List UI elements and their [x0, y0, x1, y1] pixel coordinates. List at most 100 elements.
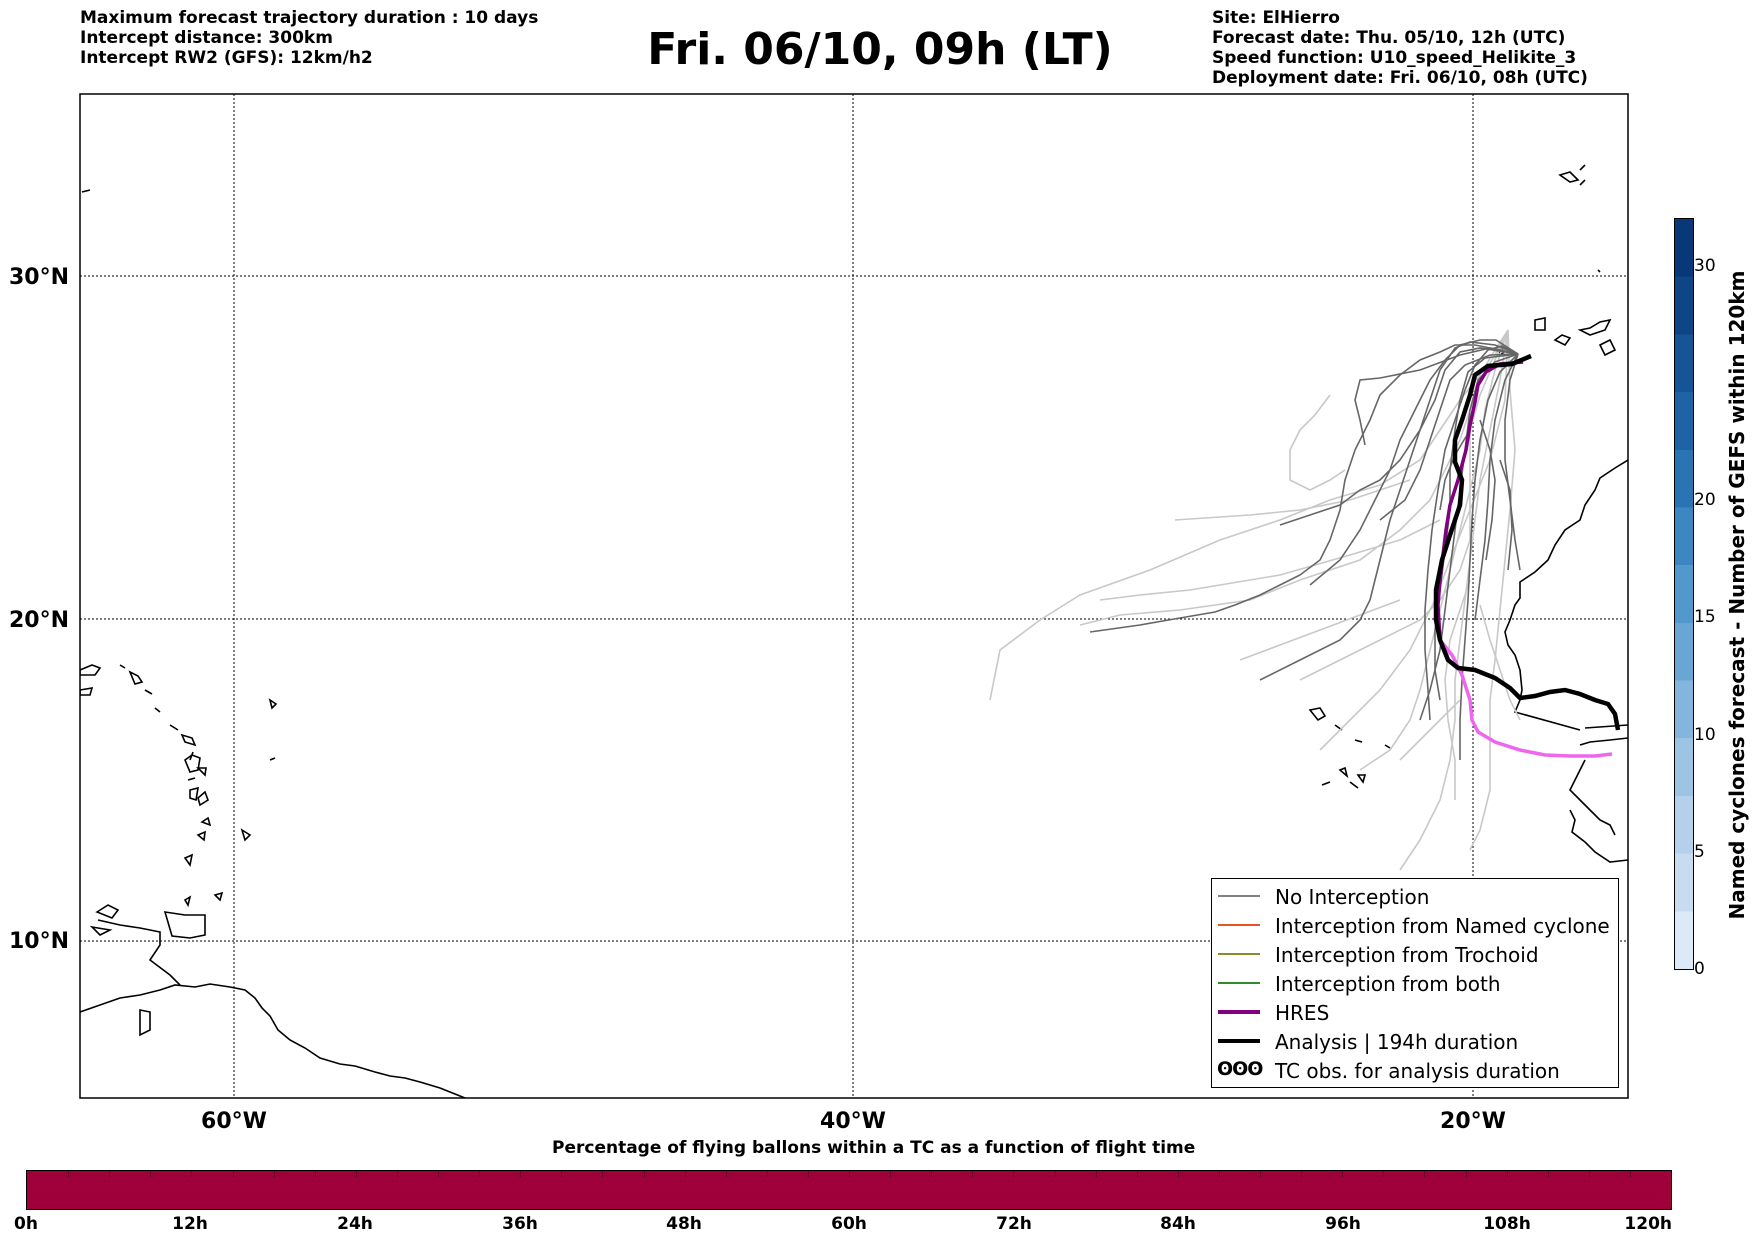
forecast-date-text: Forecast date: Thu. 05/10, 12h (UTC) [1212, 28, 1566, 48]
legend-swatch [1218, 1010, 1260, 1014]
flight-time-segment-tick [150, 1171, 152, 1177]
lat-label-10n: 10°N [9, 929, 69, 954]
flight-time-segment-tick [1054, 1171, 1056, 1177]
run-settings: Maximum forecast trajectory duration : 1… [80, 8, 538, 68]
flight-time-segment-tick [890, 1171, 892, 1177]
flight-time-tick: 108h [1483, 1214, 1531, 1234]
legend-item-named-cyclone: Interception from Named cyclone [1212, 911, 1618, 940]
flight-time-segment-tick [1506, 1171, 1508, 1177]
legend-label: No Interception [1275, 885, 1430, 909]
flight-time-segment-tick [1301, 1171, 1303, 1177]
flight-time-segment-tick [1218, 1171, 1220, 1177]
flight-time-tick: 72h [996, 1214, 1032, 1234]
forecast-metadata: Site: ElHierro Forecast date: Thu. 05/10… [1212, 8, 1588, 88]
deployment-date-text: Deployment date: Fri. 06/10, 08h (UTC) [1212, 68, 1588, 88]
lat-label-20n: 20°N [9, 608, 69, 633]
legend-label: TC obs. for analysis duration [1275, 1059, 1560, 1083]
colorbar-tick: 0 [1694, 959, 1705, 979]
flight-time-colorbar [26, 1170, 1672, 1210]
cyclone-count-colorbar [1674, 218, 1694, 970]
flight-time-segment-tick [273, 1171, 275, 1177]
colorbar-label: Named cyclones forecast - Number of GEFS… [1725, 270, 1749, 920]
speed-function-text: Speed function: U10_speed_Helikite_3 [1212, 48, 1577, 68]
colorbar-tick: 10 [1694, 725, 1716, 745]
hres-trajectory-extension [1438, 638, 1613, 758]
legend-label: Interception from Named cyclone [1275, 914, 1610, 938]
lat-label-30n: 30°N [9, 265, 69, 290]
analysis-trajectory [1433, 353, 1621, 731]
legend-item-no-interception: No Interception [1212, 882, 1618, 911]
flight-time-segment-tick [1095, 1171, 1097, 1177]
max-duration-text: Maximum forecast trajectory duration : 1… [80, 8, 539, 28]
coastlines [80, 164, 1628, 1098]
legend-swatch [1218, 1039, 1260, 1043]
flight-time-segment-tick [1547, 1171, 1549, 1177]
flight-time-segment-tick [1260, 1171, 1261, 1177]
flight-time-segment-tick [1465, 1171, 1467, 1177]
legend-label: Analysis | 194h duration [1275, 1030, 1519, 1054]
flight-time-segment-tick [1629, 1171, 1631, 1177]
legend-label: Interception from both [1275, 972, 1501, 996]
legend-swatch [1218, 982, 1260, 984]
intercept-distance-text: Intercept distance: 300km [80, 28, 333, 48]
flight-time-tick: 84h [1160, 1214, 1196, 1234]
flight-time-segment-tick [1383, 1171, 1385, 1177]
lon-label-60w: 60°W [201, 1109, 267, 1134]
lon-label-40w: 40°W [820, 1109, 886, 1134]
flight-time-segment-tick [1588, 1171, 1590, 1177]
flight-time-tick: 96h [1325, 1214, 1361, 1234]
flight-time-segment-tick [807, 1171, 809, 1177]
flight-time-segment-tick [849, 1171, 850, 1177]
flight-time-segment-tick [643, 1171, 645, 1177]
flight-time-segment-tick [109, 1171, 111, 1177]
flight-time-tick: 36h [502, 1214, 538, 1234]
flight-time-segment-tick [1342, 1171, 1344, 1177]
flight-time-tick: 0h [14, 1214, 38, 1234]
tc-symbol-icon: ʘʘʘ [1217, 1058, 1263, 1080]
site-text: Site: ElHierro [1212, 8, 1340, 28]
flight-time-tick: 120h [1624, 1214, 1672, 1234]
flight-time-segment-tick [191, 1171, 193, 1177]
page-title: Fri. 06/10, 09h (LT) [647, 24, 1113, 75]
flight-time-segment-tick [396, 1171, 398, 1177]
flight-time-segment-tick [561, 1171, 563, 1177]
legend-swatch [1218, 953, 1260, 955]
legend-label: HRES [1275, 1001, 1330, 1025]
flight-time-colorbar-title: Percentage of flying ballons within a TC… [552, 1138, 1196, 1158]
legend-label: Interception from Trochoid [1275, 943, 1539, 967]
flight-time-segment-tick [479, 1171, 481, 1177]
flight-time-segment-tick [232, 1171, 234, 1177]
flight-time-segment-tick [766, 1171, 768, 1177]
flight-time-segment-tick [931, 1171, 933, 1177]
colorbar-tick: 30 [1694, 256, 1716, 276]
flight-time-tick: 24h [337, 1214, 373, 1234]
flight-time-segment-tick [1177, 1171, 1179, 1177]
flight-time-segment-tick [1013, 1171, 1015, 1177]
colorbar-tick: 20 [1694, 490, 1716, 510]
flight-time-segment-tick [1424, 1171, 1426, 1177]
ensemble-trajectories-dark [1089, 339, 1521, 760]
colorbar-tick: 15 [1694, 607, 1716, 627]
legend-item-analysis: Analysis | 194h duration [1212, 1027, 1618, 1056]
legend-swatch [1218, 924, 1260, 926]
flight-time-segment-tick [725, 1171, 727, 1177]
legend-swatch [1218, 895, 1260, 897]
flight-time-tick: 60h [831, 1214, 867, 1234]
flight-time-tick: 12h [172, 1214, 208, 1234]
colorbar-tick: 5 [1694, 842, 1705, 862]
flight-time-segment-tick [68, 1171, 70, 1177]
legend-item-trochoid: Interception from Trochoid [1212, 940, 1618, 969]
map-frame [79, 93, 1629, 1099]
intercept-rw2-text: Intercept RW2 (GFS): 12km/h2 [80, 48, 373, 68]
flight-time-segment-tick [314, 1171, 316, 1177]
lon-label-20w: 20°W [1440, 1109, 1506, 1134]
flight-time-tick: 48h [666, 1214, 702, 1234]
flight-time-segment-tick [520, 1171, 522, 1177]
legend-item-both: Interception from both [1212, 969, 1618, 998]
flight-time-segment-tick [684, 1171, 686, 1177]
flight-time-segment-tick [438, 1171, 439, 1177]
flight-time-segment-tick [355, 1171, 357, 1177]
map-legend: No Interception Interception from Named … [1211, 878, 1619, 1088]
flight-time-segment-tick [1136, 1171, 1138, 1177]
